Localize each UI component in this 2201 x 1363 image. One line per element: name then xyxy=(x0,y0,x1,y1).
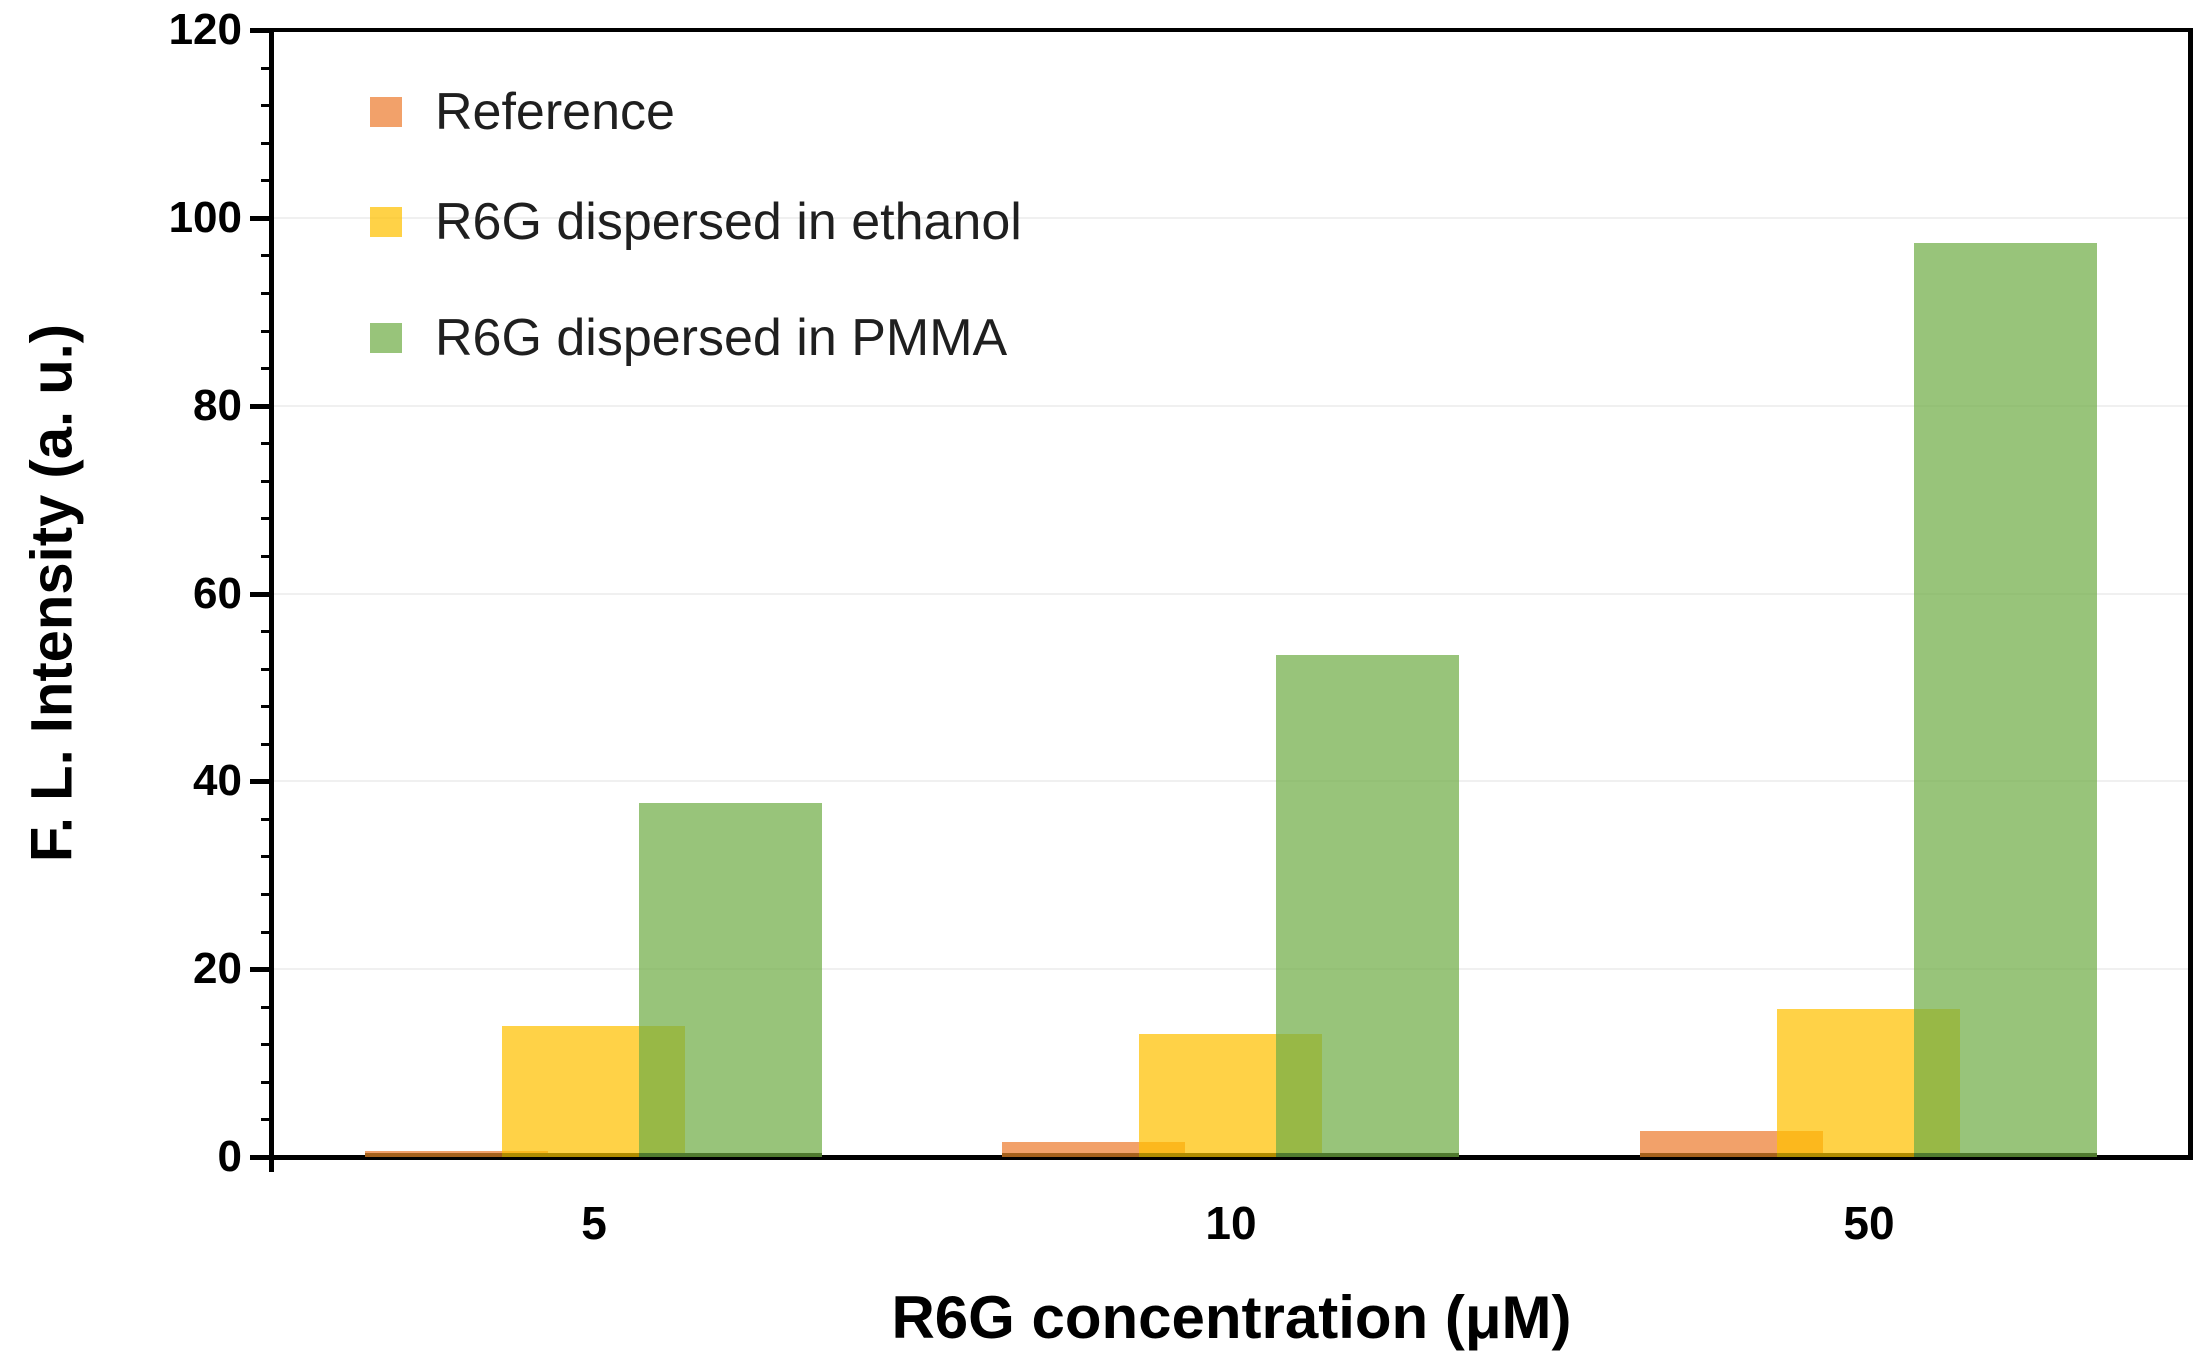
y-tick-label-0: 0 xyxy=(217,1132,242,1181)
y-minor-tick-84 xyxy=(261,367,272,371)
y-tick-label-100: 100 xyxy=(168,192,242,242)
legend-label-1: Reference xyxy=(435,83,675,141)
y-minor-tick-88 xyxy=(261,329,272,333)
legend-item-1: Reference xyxy=(370,82,675,142)
y-minor-tick-116 xyxy=(261,66,272,70)
y-minor-tick-4 xyxy=(261,1118,272,1122)
y-minor-tick-28 xyxy=(261,893,272,897)
y-minor-tick-44 xyxy=(261,742,272,746)
y-minor-tick-16 xyxy=(261,1005,272,1009)
y-minor-tick-112 xyxy=(261,104,272,108)
plot-top-border xyxy=(269,28,2193,32)
y-minor-tick-52 xyxy=(261,667,272,671)
y-minor-tick-68 xyxy=(261,517,272,521)
gridline-40 xyxy=(273,780,2190,783)
plot-area xyxy=(273,30,2190,1157)
x-axis-line xyxy=(269,1155,2193,1160)
x-axis-title: R6G concentration (μM) xyxy=(891,1284,1572,1351)
legend-swatch-1-icon xyxy=(370,97,402,127)
legend-label-3: R6G dispersed in PMMA xyxy=(435,309,1008,367)
legend-label-2: R6G dispersed in ethanol xyxy=(435,193,1022,251)
y-major-tick-120 xyxy=(250,28,272,33)
y-major-tick-0 xyxy=(250,1155,272,1160)
y-axis-title: F. L. Intensity (a. u.) xyxy=(19,323,85,863)
y-minor-tick-76 xyxy=(261,442,272,446)
y-tick-label-40: 40 xyxy=(193,756,242,806)
y-minor-tick-56 xyxy=(261,630,272,634)
y-minor-tick-36 xyxy=(261,817,272,821)
y-tick-label-60: 60 xyxy=(193,568,242,618)
y-minor-tick-96 xyxy=(261,254,272,258)
x-tick-label-10: 10 xyxy=(1205,1197,1257,1249)
y-minor-tick-92 xyxy=(261,291,272,295)
y-minor-tick-64 xyxy=(261,554,272,558)
bar-reference-5 xyxy=(365,1151,548,1157)
y-major-tick-60 xyxy=(250,591,272,597)
x-tick-label-50: 50 xyxy=(1843,1197,1895,1249)
y-minor-tick-104 xyxy=(261,179,272,183)
y-major-tick-80 xyxy=(250,403,272,409)
bar-r6g-dispersed-in-pmma-10 xyxy=(1276,654,1459,1157)
y-tick-label-20: 20 xyxy=(193,944,242,994)
y-minor-tick-72 xyxy=(261,479,272,483)
bar-r6g-dispersed-in-pmma-50 xyxy=(1914,243,2097,1157)
y-major-tick-40 xyxy=(250,779,272,785)
y-minor-tick-108 xyxy=(261,141,272,145)
gridline-20 xyxy=(273,968,2190,971)
y-axis-line xyxy=(269,28,274,1172)
y-minor-tick-12 xyxy=(261,1043,272,1047)
y-major-tick-100 xyxy=(250,215,272,221)
gridline-100 xyxy=(273,216,2190,219)
y-minor-tick-8 xyxy=(261,1080,272,1084)
legend-item-2: R6G dispersed in ethanol xyxy=(370,192,1022,252)
x-tick-label-5: 5 xyxy=(581,1197,607,1249)
y-tick-label-120: 120 xyxy=(168,5,242,54)
gridline-80 xyxy=(273,404,2190,407)
y-minor-tick-48 xyxy=(261,705,272,709)
y-minor-tick-24 xyxy=(261,930,272,934)
legend-swatch-2-icon xyxy=(370,207,402,237)
y-tick-label-80: 80 xyxy=(193,380,242,430)
legend-item-3: R6G dispersed in PMMA xyxy=(370,308,1007,368)
y-minor-tick-32 xyxy=(261,855,272,859)
plot-right-border xyxy=(2188,28,2193,1160)
legend-swatch-3-icon xyxy=(370,323,402,353)
gridline-60 xyxy=(273,592,2190,595)
y-major-tick-20 xyxy=(250,967,272,973)
bar-r6g-dispersed-in-pmma-5 xyxy=(639,802,822,1157)
